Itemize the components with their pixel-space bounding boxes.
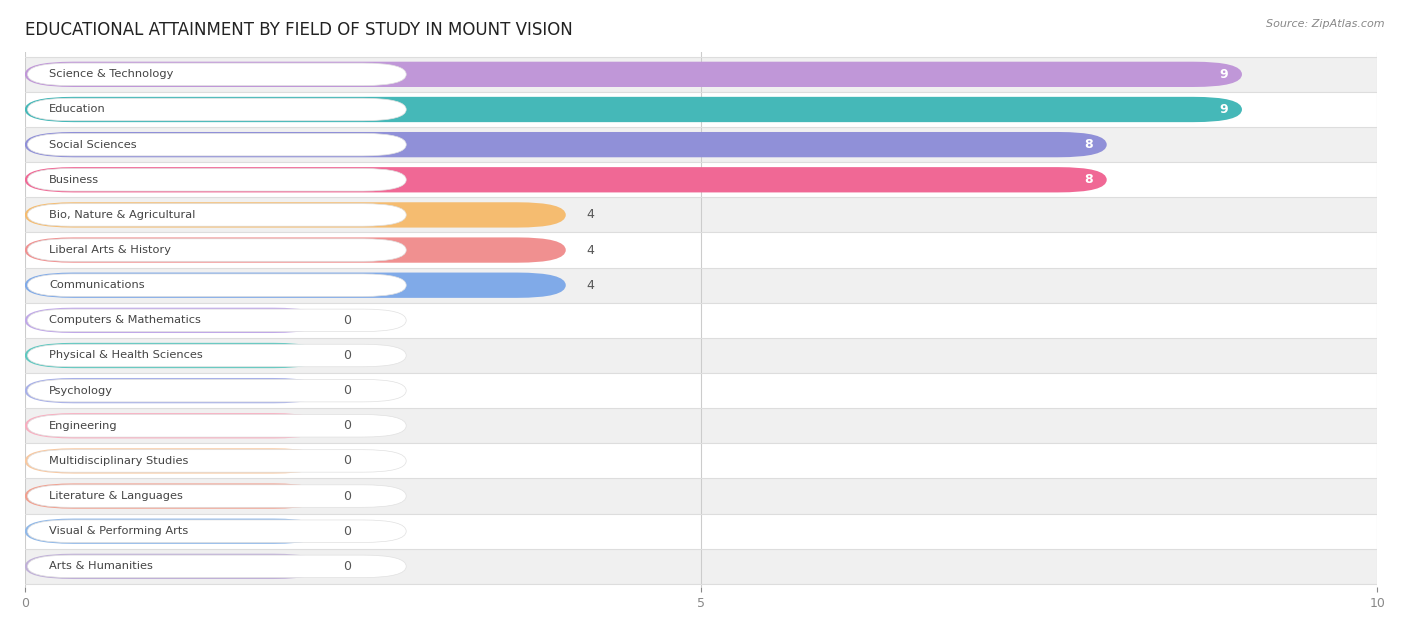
Text: Psychology: Psychology [49, 386, 112, 396]
FancyBboxPatch shape [25, 373, 1378, 408]
FancyBboxPatch shape [25, 549, 1378, 584]
Text: 9: 9 [1220, 103, 1229, 116]
FancyBboxPatch shape [25, 62, 1241, 87]
Text: 0: 0 [343, 560, 350, 573]
Text: Communications: Communications [49, 280, 145, 290]
Text: Physical & Health Sciences: Physical & Health Sciences [49, 350, 202, 360]
FancyBboxPatch shape [28, 168, 406, 191]
FancyBboxPatch shape [28, 379, 406, 402]
FancyBboxPatch shape [25, 203, 565, 228]
FancyBboxPatch shape [25, 167, 1107, 192]
FancyBboxPatch shape [25, 57, 1378, 92]
Text: Engineering: Engineering [49, 421, 118, 431]
FancyBboxPatch shape [25, 132, 1107, 157]
FancyBboxPatch shape [28, 345, 406, 367]
FancyBboxPatch shape [25, 444, 1378, 478]
Text: 8: 8 [1084, 138, 1094, 151]
FancyBboxPatch shape [25, 338, 1378, 373]
Text: Source: ZipAtlas.com: Source: ZipAtlas.com [1267, 19, 1385, 29]
FancyBboxPatch shape [25, 408, 1378, 444]
FancyBboxPatch shape [28, 309, 406, 332]
Text: Bio, Nature & Agricultural: Bio, Nature & Agricultural [49, 210, 195, 220]
FancyBboxPatch shape [25, 198, 1378, 232]
FancyBboxPatch shape [28, 98, 406, 121]
Text: 9: 9 [1220, 68, 1229, 81]
FancyBboxPatch shape [28, 555, 406, 577]
FancyBboxPatch shape [25, 268, 1378, 303]
FancyBboxPatch shape [28, 520, 406, 543]
FancyBboxPatch shape [25, 519, 322, 544]
FancyBboxPatch shape [25, 127, 1378, 162]
FancyBboxPatch shape [25, 237, 565, 262]
Text: 0: 0 [343, 525, 350, 538]
Text: 8: 8 [1084, 174, 1094, 186]
Text: 4: 4 [586, 208, 593, 221]
Text: Science & Technology: Science & Technology [49, 69, 173, 80]
Text: 0: 0 [343, 314, 350, 327]
FancyBboxPatch shape [25, 162, 1378, 198]
FancyBboxPatch shape [25, 308, 322, 333]
Text: 0: 0 [343, 384, 350, 397]
FancyBboxPatch shape [25, 514, 1378, 549]
Text: Education: Education [49, 105, 105, 114]
Text: 0: 0 [343, 490, 350, 502]
FancyBboxPatch shape [25, 273, 565, 298]
FancyBboxPatch shape [25, 554, 322, 579]
Text: Business: Business [49, 175, 100, 185]
FancyBboxPatch shape [28, 204, 406, 226]
FancyBboxPatch shape [25, 483, 322, 509]
FancyBboxPatch shape [28, 274, 406, 297]
Text: Literature & Languages: Literature & Languages [49, 491, 183, 501]
FancyBboxPatch shape [25, 448, 322, 474]
Text: 0: 0 [343, 454, 350, 468]
Text: 4: 4 [586, 244, 593, 257]
FancyBboxPatch shape [25, 97, 1241, 122]
FancyBboxPatch shape [25, 303, 1378, 338]
FancyBboxPatch shape [25, 92, 1378, 127]
Text: Multidisciplinary Studies: Multidisciplinary Studies [49, 456, 188, 466]
FancyBboxPatch shape [28, 415, 406, 437]
FancyBboxPatch shape [25, 478, 1378, 514]
Text: 4: 4 [586, 279, 593, 292]
Text: Social Sciences: Social Sciences [49, 139, 136, 150]
Text: Computers & Mathematics: Computers & Mathematics [49, 316, 201, 326]
FancyBboxPatch shape [28, 63, 406, 86]
Text: 0: 0 [343, 349, 350, 362]
FancyBboxPatch shape [25, 378, 322, 403]
Text: Liberal Arts & History: Liberal Arts & History [49, 245, 172, 255]
FancyBboxPatch shape [28, 450, 406, 472]
FancyBboxPatch shape [28, 485, 406, 507]
FancyBboxPatch shape [25, 232, 1378, 268]
FancyBboxPatch shape [25, 413, 322, 439]
Text: Arts & Humanities: Arts & Humanities [49, 562, 153, 571]
Text: Visual & Performing Arts: Visual & Performing Arts [49, 526, 188, 536]
FancyBboxPatch shape [28, 239, 406, 261]
FancyBboxPatch shape [28, 133, 406, 156]
Text: EDUCATIONAL ATTAINMENT BY FIELD OF STUDY IN MOUNT VISION: EDUCATIONAL ATTAINMENT BY FIELD OF STUDY… [25, 21, 572, 39]
Text: 0: 0 [343, 419, 350, 432]
FancyBboxPatch shape [25, 343, 322, 368]
